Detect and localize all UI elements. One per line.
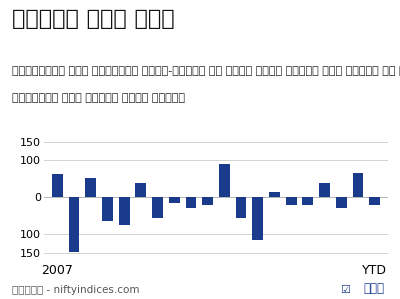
- Bar: [219, 164, 230, 197]
- Text: ☑: ☑: [340, 285, 350, 295]
- Bar: [52, 174, 63, 197]
- Bar: [169, 197, 180, 203]
- Bar: [202, 197, 213, 205]
- Bar: [119, 197, 130, 225]
- Bar: [269, 192, 280, 197]
- Bar: [186, 197, 196, 208]
- Text: इंडेक्स में निवेश करना चाहिए: इंडेक्स में निवेश करना चाहिए: [12, 93, 185, 103]
- Bar: [102, 197, 113, 221]
- Bar: [319, 183, 330, 197]
- Bar: [236, 197, 246, 218]
- Text: धनक: धनक: [363, 282, 384, 295]
- Bar: [152, 197, 163, 218]
- Bar: [85, 178, 96, 197]
- Text: प्रदर्शन में बेतहाशा उतार-चढ़ाव के कारण बेहद मजबूत दिल वालों को ही रियल्टी: प्रदर्शन में बेतहाशा उतार-चढ़ाव के कारण …: [12, 66, 400, 76]
- Bar: [369, 197, 380, 205]
- Bar: [302, 197, 313, 205]
- Text: स्रोत - niftyindices.com: स्रोत - niftyindices.com: [12, 285, 140, 295]
- Bar: [286, 197, 296, 205]
- Bar: [136, 183, 146, 197]
- Bar: [336, 197, 347, 208]
- Bar: [69, 197, 80, 252]
- Bar: [252, 197, 263, 240]
- Text: जोखिम भरा सफर: जोखिम भरा सफर: [12, 9, 175, 29]
- Bar: [352, 173, 363, 197]
